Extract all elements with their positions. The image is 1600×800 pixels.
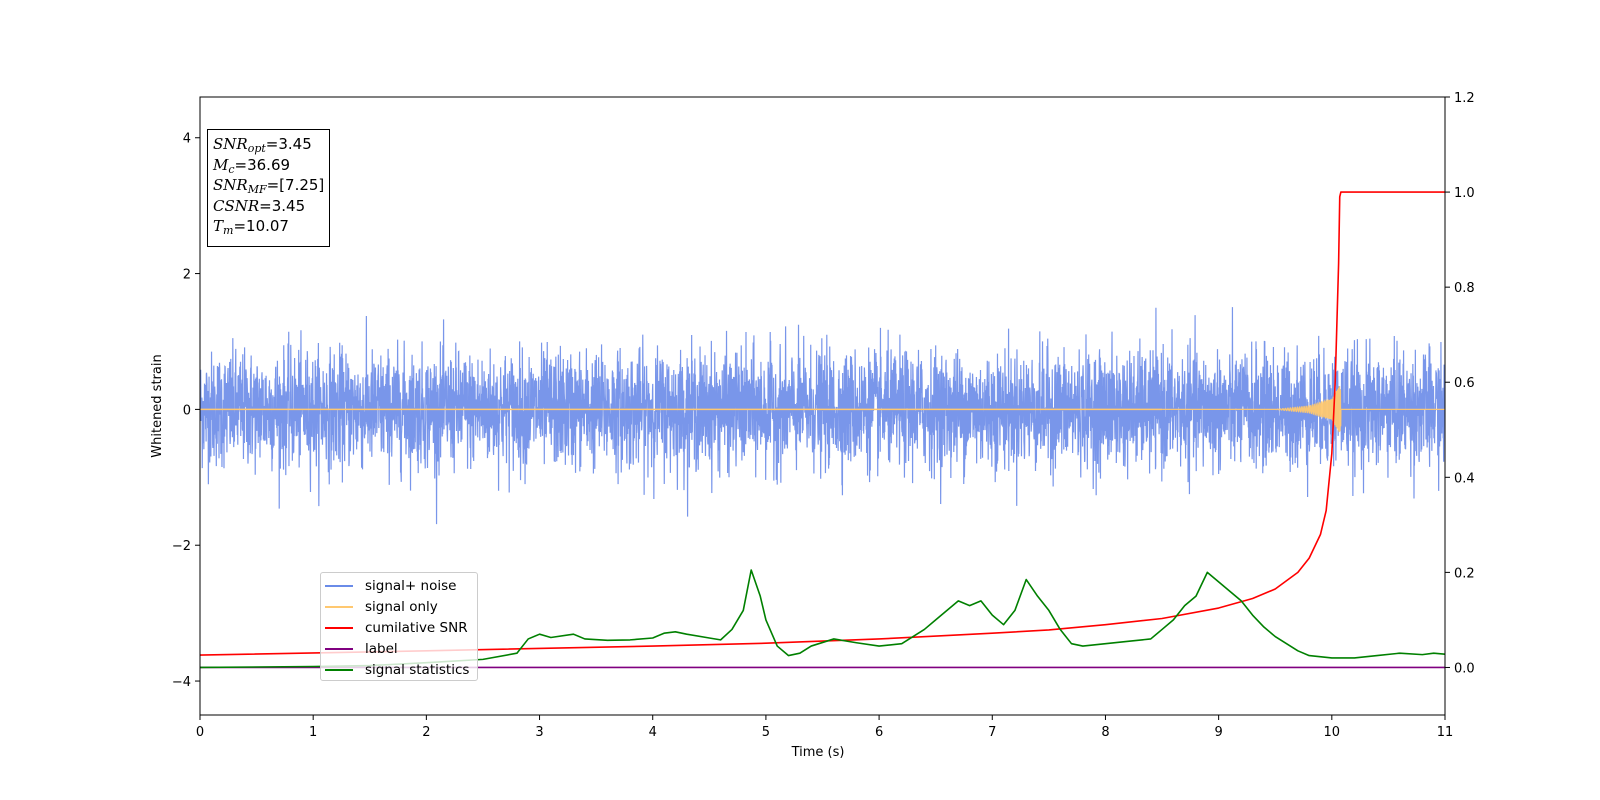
x-tick-label: 2 [422,725,430,740]
legend-label: signal statistics [365,661,470,678]
legend-item: signal+ noise [325,575,477,596]
x-tick-label: 1 [309,725,317,740]
x-tick-label: 6 [875,725,883,740]
x-tick-label: 3 [535,725,543,740]
axes-border [199,96,1446,716]
legend-label: signal only [365,598,438,615]
legend-swatch [325,584,353,587]
series-signal-only [1162,385,1445,433]
y-tick-label: 4 [183,132,191,147]
series-signal-noise [200,307,1445,525]
legend-label: cumilative SNR [365,619,468,636]
y2-tick-label: 0.0 [1454,661,1475,676]
y2-tick-label: 0.4 [1454,471,1475,486]
annotation-line: CSNR=3.45 [213,196,306,215]
legend-item: label [325,638,477,659]
y-tick-label: −2 [172,539,191,554]
legend-swatch [325,647,353,650]
x-tick-label: 10 [1324,725,1341,740]
legend-item: signal only [325,596,477,617]
y-axis-label: Whitened strain [150,354,165,457]
y2-tick-label: 1.2 [1454,91,1475,106]
series-cumulative-snr [200,191,1445,656]
annotation-line: Tm=10.07 [213,217,289,237]
y-tick-label: −4 [172,675,191,690]
y2-tick-label: 0.2 [1454,566,1475,581]
legend: signal+ noise signal only cumilative SNR la… [320,572,478,681]
y2-tick-label: 1.0 [1454,186,1475,201]
legend-item: signal statistics [325,659,477,680]
y-tick-label: 2 [183,268,191,283]
annotation-line: SNRopt=3.45 [213,135,312,155]
x-tick-label: 7 [988,725,996,740]
legend-label: label [365,640,398,657]
legend-swatch [325,626,353,629]
y2-tick-label: 0.8 [1454,281,1475,296]
x-axis-label: Time (s) [791,745,845,760]
x-tick-label: 4 [649,725,657,740]
series-signal-statistics [200,569,1445,669]
axes-frame [199,96,1446,716]
annotation-line: Mc=36.69 [213,155,291,176]
y-tick-label: 0 [183,403,191,418]
legend-item: cumilative SNR [325,617,477,638]
x-tick-label: 5 [762,725,770,740]
x-tick-label: 9 [1214,725,1222,740]
x-tick-label: 8 [1101,725,1109,740]
annotation-box: SNRopt=3.45 Mc=36.69 SNRMF=[7.25] CSNR=3.45… [207,129,330,247]
legend-swatch [325,605,353,608]
x-tick-label: 0 [196,725,204,740]
legend-label: signal+ noise [365,577,457,594]
y2-tick-label: 0.6 [1454,376,1475,391]
axis-ticks: 0 1 2 3 4 5 6 7 8 9 10 11 −4 −2 0 2 4 0.0 0.2 0.4 0.6 0.8 1.0 1… [172,91,1475,740]
legend-swatch [325,668,353,671]
annotation-line: SNRMF=[7.25] [213,176,325,196]
x-tick-label: 11 [1437,725,1454,740]
